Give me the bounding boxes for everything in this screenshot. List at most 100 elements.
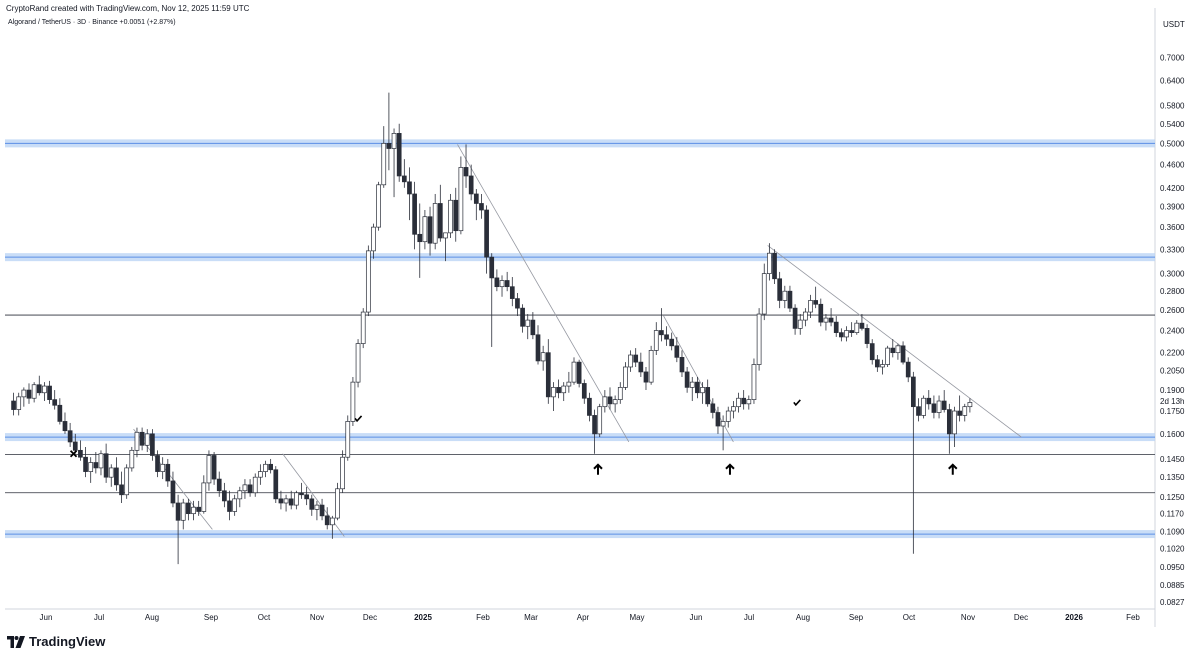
candle[interactable]	[335, 488, 340, 519]
candle[interactable]	[905, 361, 911, 378]
candle[interactable]	[108, 467, 114, 478]
candle[interactable]	[828, 317, 834, 323]
candle[interactable]	[458, 167, 464, 232]
candle[interactable]	[175, 502, 181, 521]
candle[interactable]	[83, 456, 88, 472]
candle[interactable]	[139, 431, 145, 446]
candle[interactable]	[504, 280, 510, 288]
candle[interactable]	[633, 354, 639, 363]
candle[interactable]	[561, 385, 567, 394]
candle[interactable]	[746, 399, 752, 405]
candle[interactable]	[813, 300, 819, 305]
candle[interactable]	[227, 500, 232, 512]
candle[interactable]	[412, 193, 417, 235]
candle[interactable]	[751, 364, 757, 400]
candle[interactable]	[952, 410, 957, 435]
candle[interactable]	[489, 256, 495, 279]
candle[interactable]	[823, 317, 829, 323]
trendline[interactable]	[767, 245, 1022, 438]
candle[interactable]	[612, 399, 618, 405]
candle[interactable]	[170, 480, 176, 504]
candle[interactable]	[268, 463, 273, 471]
trendline[interactable]	[662, 314, 734, 443]
candle[interactable]	[895, 345, 901, 354]
check-marker[interactable]	[793, 399, 801, 407]
candle[interactable]	[761, 273, 767, 315]
candle[interactable]	[314, 504, 320, 510]
candle[interactable]	[643, 371, 649, 383]
candle[interactable]	[103, 453, 109, 478]
candle[interactable]	[72, 441, 78, 451]
candle[interactable]	[294, 492, 299, 506]
candle[interactable]	[216, 478, 222, 492]
candle[interactable]	[659, 330, 664, 336]
candle[interactable]	[88, 462, 94, 472]
candle[interactable]	[900, 345, 906, 363]
candle[interactable]	[114, 467, 119, 486]
candle[interactable]	[150, 433, 155, 456]
candle[interactable]	[165, 463, 171, 482]
candle[interactable]	[36, 384, 42, 394]
candle[interactable]	[381, 143, 387, 186]
candle[interactable]	[206, 455, 212, 484]
candle[interactable]	[700, 387, 705, 394]
candle[interactable]	[880, 364, 885, 368]
candle[interactable]	[144, 433, 150, 446]
candle[interactable]	[186, 502, 191, 515]
candle[interactable]	[772, 252, 777, 280]
candle[interactable]	[803, 311, 808, 321]
candle[interactable]	[494, 277, 500, 288]
candle[interactable]	[319, 504, 325, 517]
candle[interactable]	[473, 193, 479, 204]
candle[interactable]	[422, 216, 428, 243]
candle[interactable]	[396, 133, 402, 177]
candle[interactable]	[201, 482, 207, 512]
candle[interactable]	[232, 498, 238, 512]
candle[interactable]	[355, 343, 361, 383]
arrow-up-marker[interactable]	[948, 463, 958, 475]
candle[interactable]	[602, 396, 608, 408]
candle[interactable]	[576, 361, 582, 384]
candle[interactable]	[247, 484, 253, 494]
candle[interactable]	[787, 290, 793, 309]
candle[interactable]	[180, 502, 186, 521]
candle[interactable]	[129, 449, 135, 469]
candle[interactable]	[931, 403, 937, 413]
candle[interactable]	[155, 455, 160, 472]
candle[interactable]	[638, 361, 644, 373]
candle[interactable]	[859, 322, 865, 329]
candle[interactable]	[854, 322, 860, 333]
candle[interactable]	[299, 492, 304, 496]
candle[interactable]	[278, 498, 284, 504]
candle[interactable]	[93, 462, 99, 469]
candle[interactable]	[607, 396, 613, 405]
candle[interactable]	[520, 307, 525, 327]
candle[interactable]	[571, 361, 577, 383]
candle[interactable]	[581, 383, 587, 399]
candle[interactable]	[833, 321, 839, 333]
candle[interactable]	[252, 476, 258, 494]
candle[interactable]	[885, 347, 890, 365]
candle[interactable]	[26, 389, 32, 399]
candle[interactable]	[258, 471, 263, 478]
candle[interactable]	[710, 403, 716, 413]
symbol-legend[interactable]: Algorand / TetherUS · 3D · Binance +0.00…	[8, 19, 176, 26]
candle[interactable]	[443, 232, 448, 239]
candle[interactable]	[967, 402, 973, 408]
candle[interactable]	[705, 387, 711, 405]
candle[interactable]	[525, 319, 531, 327]
cross-marker[interactable]	[69, 450, 78, 458]
candle[interactable]	[329, 517, 335, 526]
candle[interactable]	[134, 431, 140, 451]
candle[interactable]	[401, 175, 407, 183]
candle[interactable]	[304, 494, 309, 500]
candle[interactable]	[124, 467, 130, 496]
candle[interactable]	[741, 397, 747, 405]
candle[interactable]	[530, 319, 536, 336]
candle[interactable]	[936, 400, 942, 413]
candle[interactable]	[509, 286, 515, 299]
candle[interactable]	[376, 184, 381, 228]
candle[interactable]	[47, 385, 52, 400]
candle[interactable]	[545, 352, 551, 398]
